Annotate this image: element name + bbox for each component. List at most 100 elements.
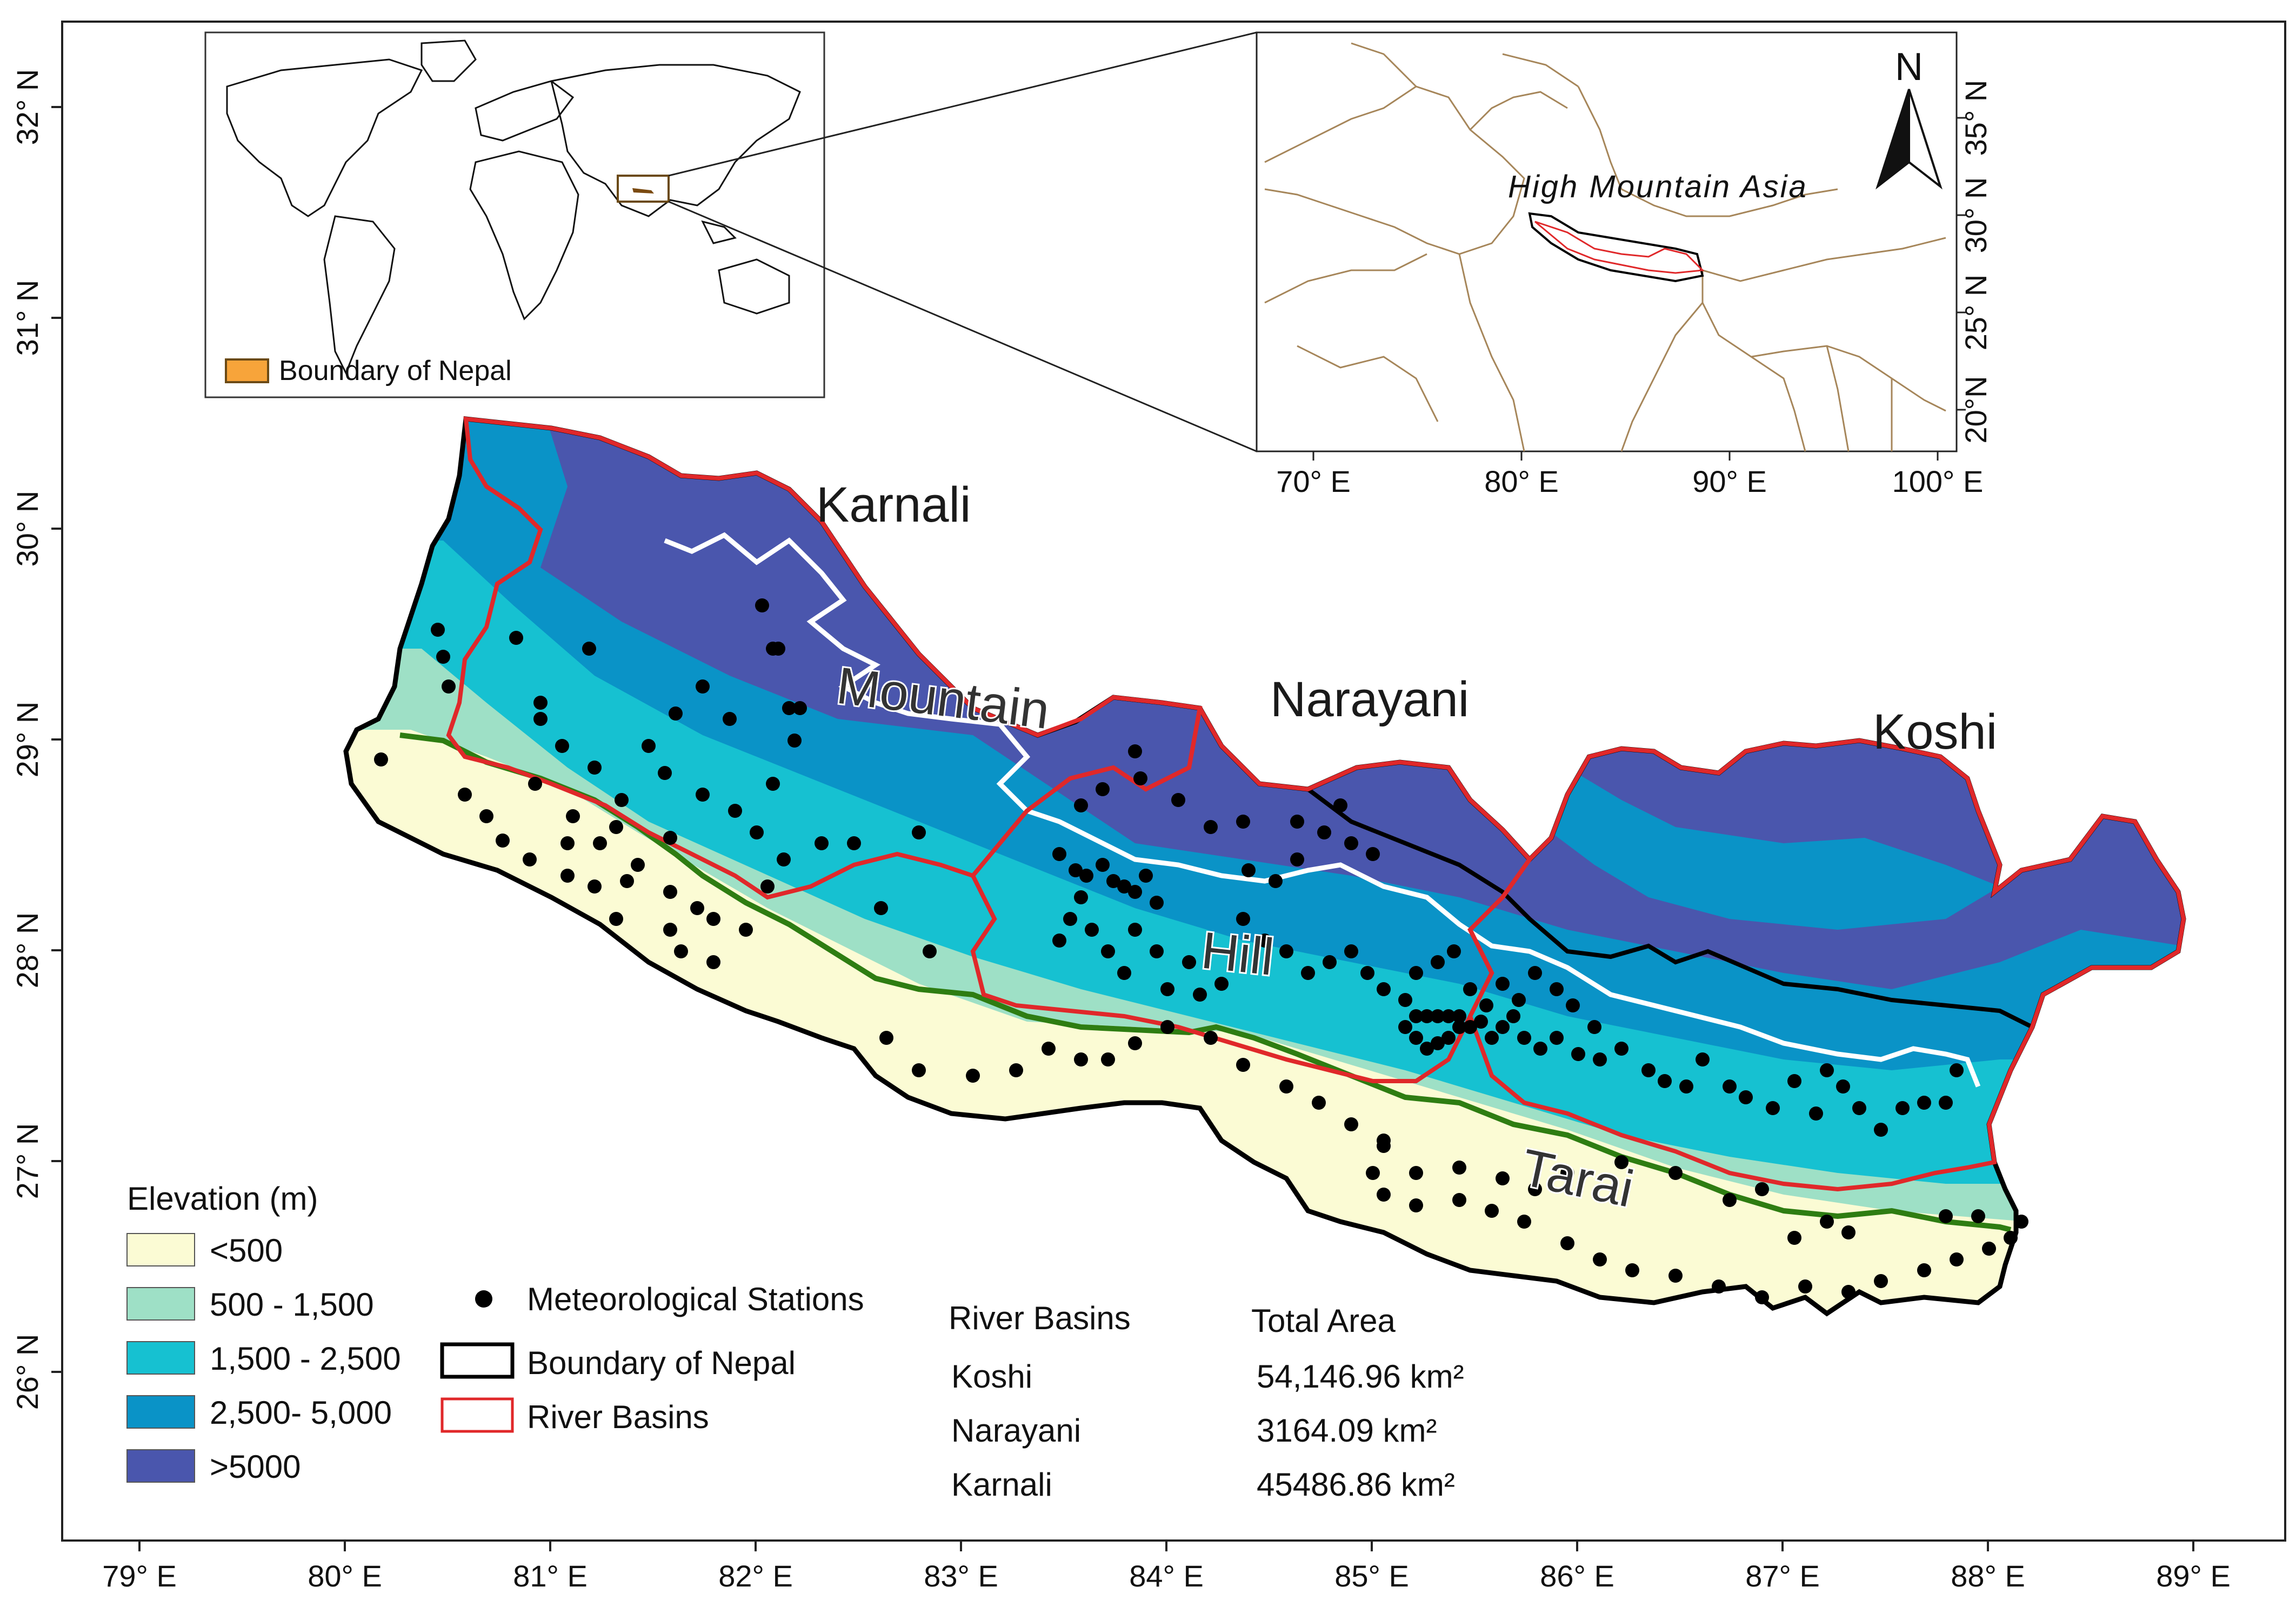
station-point <box>1409 966 1423 980</box>
latitude-tick-label: 29° N <box>10 702 44 778</box>
station-point <box>1269 874 1283 888</box>
station-point <box>1150 896 1164 910</box>
station-point <box>912 825 926 839</box>
station-legend-label: Meteorological Stations <box>527 1281 864 1317</box>
station-point <box>1312 1096 1326 1110</box>
station-point <box>1463 982 1477 996</box>
station-point <box>782 701 796 715</box>
basin-label-koshi: Koshi <box>1873 704 1997 759</box>
elevation-legend-title: Elevation (m) <box>127 1181 318 1217</box>
station-point <box>1614 1155 1628 1169</box>
station-point <box>1441 1009 1456 1023</box>
station-point <box>1971 1209 1985 1223</box>
station-point <box>1723 1193 1737 1207</box>
station-point <box>1074 798 1088 812</box>
station-point <box>1117 966 1131 980</box>
station-point <box>1517 1031 1531 1045</box>
station-point <box>674 944 688 958</box>
station-point <box>1517 1215 1531 1229</box>
station-point <box>533 712 548 726</box>
station-point <box>1128 1036 1142 1050</box>
station-point <box>1696 1052 1710 1066</box>
station-point <box>1106 874 1120 888</box>
boundary-legend-swatch <box>440 1342 515 1379</box>
station-point <box>1366 847 1380 861</box>
north-letter: N <box>1895 45 1923 89</box>
asia-lon-tick-label: 90° E <box>1692 464 1767 498</box>
station-point <box>1566 998 1580 1012</box>
area-table-basin: Narayani <box>951 1412 1081 1449</box>
station-point <box>658 766 672 780</box>
nepal-extent-box <box>617 175 670 203</box>
area-table-area: 54,146.96 km² <box>1257 1358 1464 1395</box>
station-point <box>1301 966 1315 980</box>
station-point <box>533 696 548 710</box>
station-point <box>1836 1079 1850 1094</box>
inset-connector-bottom <box>668 201 1257 452</box>
basins-legend-swatch <box>440 1397 514 1433</box>
station-point <box>1398 1020 1412 1034</box>
area-table-header-area: Total Area <box>1251 1303 1396 1339</box>
latitude-tick-label: 27° N <box>10 1123 44 1199</box>
station-point <box>1950 1252 1964 1266</box>
station-point <box>771 642 785 656</box>
area-table-header-basin: River Basins <box>949 1300 1131 1336</box>
station-point <box>1409 1009 1423 1023</box>
station-point <box>496 834 510 848</box>
hill-mountain-boundary <box>664 532 1981 1088</box>
station-point <box>696 679 710 694</box>
station-point <box>1409 1198 1423 1212</box>
longitude-tick-label: 82° E <box>718 1559 793 1593</box>
latitude-tick-label: 31° N <box>10 280 44 356</box>
station-point <box>1042 1042 1056 1056</box>
station-point <box>1614 1042 1628 1056</box>
station-point <box>663 885 677 899</box>
longitude-tick-label: 86° E <box>1540 1559 1614 1593</box>
station-point <box>1431 955 1445 969</box>
station-point <box>560 836 575 850</box>
world-continents <box>226 39 801 375</box>
station-point <box>593 836 607 850</box>
station-point <box>1755 1182 1769 1196</box>
station-point <box>374 752 388 766</box>
area-table-area: 3164.09 km² <box>1257 1412 1437 1449</box>
inset-connector-top <box>668 31 1257 177</box>
station-point <box>1452 1161 1466 1175</box>
station-point <box>1377 982 1391 996</box>
station-point <box>1658 1074 1672 1088</box>
narayani-basin-outline <box>970 695 1533 1083</box>
station-point <box>1496 1171 1510 1185</box>
station-point <box>1560 1166 1574 1180</box>
station-point <box>1150 944 1164 958</box>
station-point <box>620 874 634 888</box>
station-point <box>1739 1090 1753 1104</box>
station-point <box>1009 1063 1023 1077</box>
station-point <box>1290 852 1304 866</box>
station-point <box>728 804 742 818</box>
station-point <box>1409 1031 1423 1045</box>
station-point <box>1074 1052 1088 1066</box>
station-point <box>609 820 623 834</box>
latitude-tick-label: 32° N <box>10 69 44 145</box>
station-point <box>1377 1134 1391 1148</box>
station-point <box>874 901 888 915</box>
station-point <box>1668 1166 1683 1180</box>
elevation-legend: Elevation (m) <500 500 - 1,500 1,500 - 2,5… <box>126 1181 401 1485</box>
station-point <box>1485 1031 1499 1045</box>
longitude-axis: 79° E 80° E 81° E 82° E 83° E 84° E 85° E 86° E… <box>102 1541 2231 1593</box>
world-legend-label: Boundary of Nepal <box>279 355 512 386</box>
latitude-axis: 32° N 31° N 30° N 29° N 28° N 27° N 26° N <box>10 69 62 1410</box>
station-point <box>1204 820 1218 834</box>
station-point <box>1528 1182 1542 1196</box>
station-point <box>1712 1279 1726 1294</box>
station-point <box>663 831 677 845</box>
station-point <box>588 879 602 894</box>
station-point <box>631 858 645 872</box>
station-point <box>1766 1101 1780 1115</box>
elevation-class-label: <500 <box>210 1232 283 1269</box>
longitude-tick-label: 88° E <box>1951 1559 2025 1593</box>
station-point <box>1079 869 1093 883</box>
station-point <box>1290 815 1304 829</box>
area-table-basin: Koshi <box>951 1358 1032 1395</box>
station-point <box>1841 1285 1856 1299</box>
